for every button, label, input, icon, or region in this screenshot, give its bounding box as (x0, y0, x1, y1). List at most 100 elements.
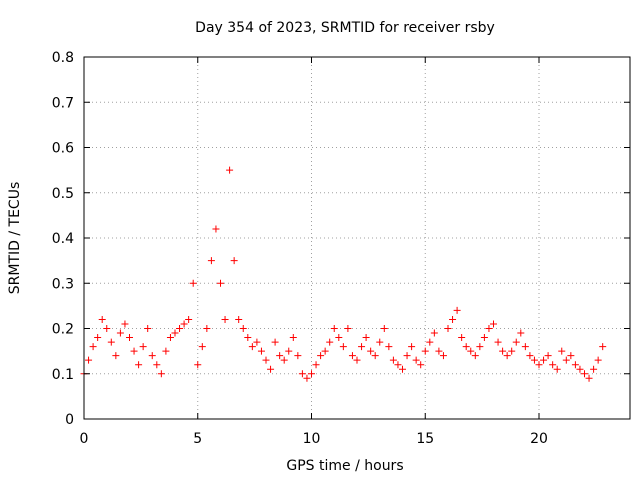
data-point (144, 325, 152, 332)
data-point (521, 343, 529, 351)
data-point (421, 347, 429, 355)
data-point (408, 343, 416, 351)
data-point (226, 166, 234, 174)
data-point (344, 325, 352, 332)
data-point (176, 325, 184, 332)
data-point (303, 374, 311, 382)
data-point (317, 352, 325, 360)
data-point (403, 352, 411, 360)
data-point (157, 370, 165, 378)
data-point (189, 279, 197, 287)
data-point (371, 352, 379, 360)
data-point (571, 361, 579, 369)
data-point (485, 325, 493, 332)
data-point (171, 329, 179, 337)
data-point (362, 334, 370, 342)
data-point (98, 315, 106, 323)
data-point (499, 347, 507, 355)
data-point (244, 334, 252, 342)
data-point (239, 325, 247, 332)
data-point (540, 356, 548, 364)
data-point (581, 370, 588, 378)
data-point (435, 347, 443, 355)
data-point (412, 356, 420, 364)
data-point (467, 347, 475, 355)
data-point (212, 225, 220, 233)
data-point (221, 315, 229, 323)
data-point (207, 257, 215, 265)
data-point (107, 338, 115, 346)
data-point (599, 343, 607, 351)
data-point (280, 356, 288, 364)
y-tick-label: 0.7 (52, 95, 74, 111)
data-point (89, 343, 97, 351)
data-point (257, 347, 265, 355)
data-point (389, 356, 397, 364)
y-tick-label: 0.2 (52, 322, 74, 338)
data-point (116, 329, 124, 337)
x-tick-label: 10 (303, 431, 321, 447)
data-point (471, 352, 479, 360)
data-point (135, 361, 143, 369)
data-point (330, 325, 338, 332)
data-point (544, 352, 552, 360)
y-tick-label: 0.4 (52, 231, 74, 247)
data-point (262, 356, 270, 364)
data-point (549, 361, 557, 369)
data-point (385, 343, 393, 351)
data-point (153, 361, 161, 369)
data-point (203, 325, 211, 332)
data-point (235, 315, 243, 323)
data-point (453, 306, 461, 314)
data-point (553, 365, 561, 373)
chart-title: Day 354 of 2023, SRMTID for receiver rsb… (195, 20, 495, 36)
data-point (526, 352, 534, 360)
data-point (444, 325, 452, 332)
data-point (298, 370, 306, 378)
x-axis-label: GPS time / hours (286, 458, 403, 474)
x-tick-label: 15 (416, 431, 434, 447)
data-point (380, 325, 388, 332)
data-point (139, 343, 147, 351)
data-point (399, 365, 406, 373)
data-point (130, 347, 138, 355)
data-point (85, 356, 93, 364)
data-point (339, 343, 347, 351)
data-point (576, 365, 584, 373)
data-point (353, 356, 361, 364)
data-point (517, 329, 525, 337)
data-point (462, 343, 470, 351)
data-point (476, 343, 484, 351)
data-point (230, 257, 238, 265)
data-point (321, 347, 329, 355)
data-point (326, 338, 334, 346)
data-point (185, 315, 193, 323)
data-point (112, 352, 120, 360)
axis-ticks: 0 0.1 0.2 0.3 0.4 0.5 0.6 0.7 0.8 0 5 10 15 20 (52, 50, 630, 447)
data-point (394, 361, 402, 369)
data-point (248, 343, 256, 351)
data-point (267, 365, 275, 373)
y-tick-label: 0.1 (52, 367, 74, 383)
data-point (562, 356, 570, 364)
data-point (312, 361, 320, 369)
y-axis-label: SRMTID / TECUs (7, 182, 23, 295)
data-point (358, 343, 366, 351)
data-point (253, 338, 261, 346)
data-point (162, 347, 170, 355)
data-point (490, 320, 497, 328)
y-tick-label: 0.5 (52, 186, 74, 202)
data-point (148, 352, 156, 360)
plot-frame (83, 56, 631, 420)
data-point (308, 370, 315, 378)
y-tick-label: 0 (65, 412, 74, 428)
data-point (276, 352, 284, 360)
y-tick-label: 0.6 (52, 141, 74, 157)
grid-lines (84, 57, 630, 419)
data-point (126, 334, 133, 342)
data-point (335, 334, 343, 342)
data-point (121, 320, 129, 328)
data-points (80, 166, 607, 382)
data-point (449, 315, 457, 323)
data-point (480, 334, 488, 342)
